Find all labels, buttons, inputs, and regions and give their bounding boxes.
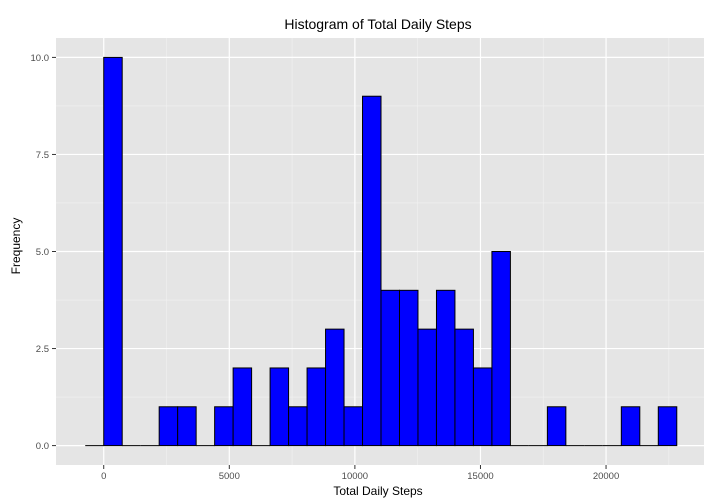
histogram-bar xyxy=(232,367,253,447)
histogram-bar xyxy=(657,406,678,447)
x-tick-label: 10000 xyxy=(342,471,368,482)
histogram-bar xyxy=(454,328,474,447)
x-tick-label: 15000 xyxy=(467,471,493,482)
histogram-bar xyxy=(214,406,234,447)
histogram-bar xyxy=(417,328,437,447)
x-axis: 0 5000 10000 15000 20000 xyxy=(101,465,619,482)
y-tick-label: 10.0 xyxy=(31,53,50,64)
y-axis-title: Frequency xyxy=(9,218,23,275)
histogram-bar xyxy=(491,251,511,447)
x-tick-label: 20000 xyxy=(593,471,619,482)
histogram-bar xyxy=(435,289,456,447)
histogram-bar xyxy=(546,406,567,447)
y-tick-label: 7.5 xyxy=(36,150,49,161)
histogram-bar xyxy=(288,406,308,447)
histogram-bar xyxy=(380,289,400,447)
y-tick-label: 2.5 xyxy=(36,344,49,355)
histogram-bar xyxy=(177,406,197,447)
histogram-bar xyxy=(158,406,179,447)
histogram-bars xyxy=(85,56,678,447)
histogram-bar xyxy=(398,289,419,447)
histogram-bar xyxy=(269,367,290,447)
histogram-bar xyxy=(472,367,493,447)
histogram-bar xyxy=(325,328,345,447)
y-tick-label: 5.0 xyxy=(36,247,49,258)
y-axis: 0.0 2.5 5.0 7.5 10.0 xyxy=(31,53,56,452)
histogram-bar xyxy=(343,406,364,447)
chart-title: Histogram of Total Daily Steps xyxy=(284,16,471,32)
histogram-bar xyxy=(620,406,641,447)
x-axis-title: Total Daily Steps xyxy=(333,484,422,498)
y-tick-label: 0.0 xyxy=(36,441,49,452)
histogram-bar xyxy=(103,56,123,447)
histogram-bar xyxy=(362,95,382,447)
x-tick-label: 0 xyxy=(101,471,106,482)
histogram-bar xyxy=(306,367,327,447)
x-tick-label: 5000 xyxy=(219,471,240,482)
